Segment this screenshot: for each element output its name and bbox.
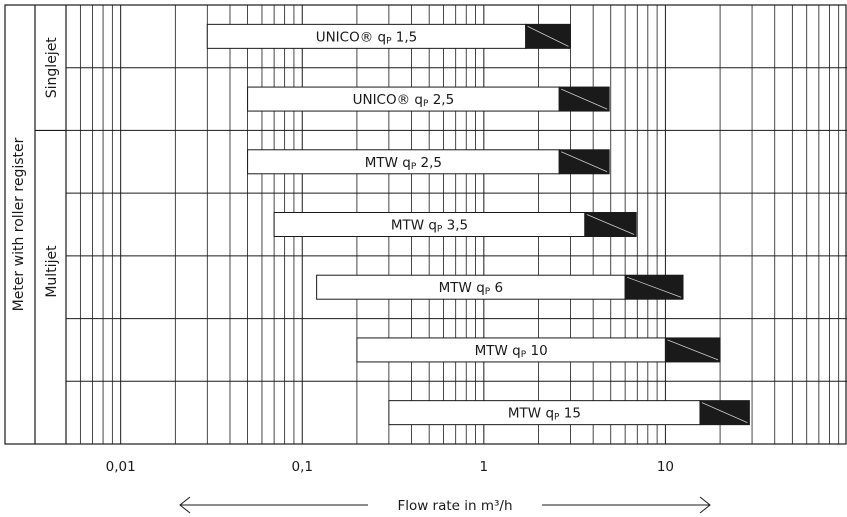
bar-normal-range xyxy=(356,337,666,363)
overload-diagonal xyxy=(527,25,569,47)
range-bar: UNICO® qP 2,5 xyxy=(247,86,610,112)
range-bar: MTW qP 2,5 xyxy=(247,149,610,175)
overload-diagonal xyxy=(701,402,748,424)
outer-border xyxy=(4,4,847,445)
group-label-singlejet: Singlejet xyxy=(44,37,60,99)
bar-normal-range xyxy=(273,212,586,237)
bar-normal-range xyxy=(316,274,626,300)
range-bar: MTW qP 15 xyxy=(388,400,750,426)
x-tick-label: 10 xyxy=(657,459,674,475)
x-tick-labels: 0,01 0,1 1 10 xyxy=(106,459,674,475)
bar-overload-range xyxy=(558,86,610,112)
left-arrow-icon xyxy=(179,496,191,514)
overload-diagonal xyxy=(586,214,635,235)
range-bar: MTW qP 10 xyxy=(356,337,721,363)
right-arrow-icon xyxy=(699,496,711,514)
x-axis-title-group: Flow rate in m³/h xyxy=(179,496,711,514)
chart-frame xyxy=(4,4,847,445)
bar-label: MTW qP 2,5 xyxy=(365,155,442,172)
bar-label: UNICO® qP 2,5 xyxy=(353,92,455,109)
bar-label: MTW qP 6 xyxy=(439,280,503,297)
overload-diagonal xyxy=(626,276,682,298)
x-tick-label: 0,01 xyxy=(106,459,136,475)
bar-label: MTW qP 15 xyxy=(508,406,581,423)
overload-diagonal xyxy=(561,88,608,110)
bar-normal-range xyxy=(247,149,560,175)
bar-label: MTW qP 3,5 xyxy=(391,218,468,235)
bar-label: MTW qP 10 xyxy=(475,343,548,360)
bar-normal-range xyxy=(247,86,560,112)
x-tick-label: 1 xyxy=(480,459,489,475)
x-tick-label: 0,1 xyxy=(292,459,313,475)
bar-normal-range xyxy=(206,23,527,49)
overload-diagonal xyxy=(561,151,608,173)
overload-diagonal xyxy=(667,339,719,361)
x-axis-title: Flow rate in m³/h xyxy=(397,498,512,514)
range-bar: MTW qP 6 xyxy=(316,274,684,300)
bars: UNICO® qP 1,5 UNICO® qP 2,5 MTW qP 2,5 MTW … xyxy=(206,23,750,426)
group-label-multijet: Multijet xyxy=(44,245,60,298)
range-bar: MTW qP 3,5 xyxy=(273,212,637,237)
side-labels: Singlejet Multijet Meter with roller regis… xyxy=(11,37,60,312)
y-axis-title: Meter with roller register xyxy=(11,137,27,311)
range-bar: UNICO® qP 1,5 xyxy=(206,23,571,49)
bar-label: UNICO® qP 1,5 xyxy=(316,29,418,46)
